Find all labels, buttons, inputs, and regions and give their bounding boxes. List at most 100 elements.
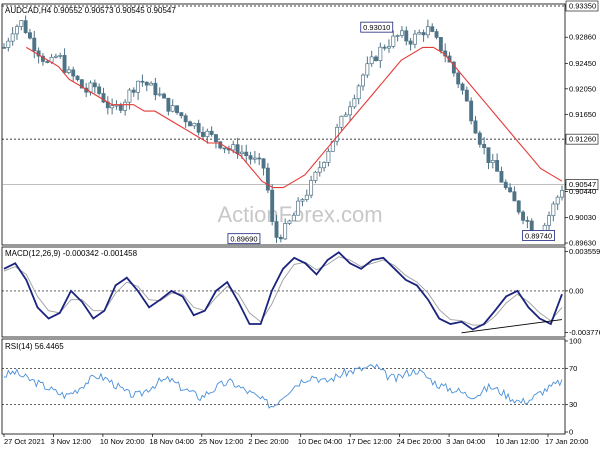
candle-body: [71, 69, 76, 77]
candle: [274, 214, 279, 243]
candle-body: [391, 35, 396, 47]
candle: [400, 26, 404, 38]
candle-body: [270, 189, 275, 222]
candle-body: [425, 26, 430, 36]
candle: [131, 87, 136, 97]
candle-body: [469, 100, 474, 122]
candle: [192, 122, 197, 129]
candle-body: [201, 131, 205, 137]
candle: [352, 94, 357, 109]
candle: [434, 28, 439, 40]
candle: [265, 163, 270, 194]
candle: [153, 77, 158, 101]
candle-body: [231, 144, 236, 151]
candle-body: [252, 157, 257, 160]
candle: [430, 23, 435, 33]
candle-body: [326, 150, 331, 163]
candle-body: [486, 147, 491, 163]
macd-line: [3, 251, 563, 331]
annotation-label: 0.93010: [363, 23, 390, 32]
candle-body: [555, 196, 560, 205]
candle: [32, 30, 37, 59]
candle: [244, 144, 249, 163]
candle: [291, 212, 296, 222]
candle: [166, 97, 171, 116]
candle: [317, 160, 322, 177]
candle-body: [214, 134, 218, 143]
candle-body: [79, 79, 84, 89]
candle-body: [560, 190, 564, 198]
candle-body: [28, 32, 32, 39]
candle-body: [265, 167, 270, 191]
candle-body: [339, 115, 344, 128]
candle-body: [257, 157, 262, 160]
annotation-box: [360, 21, 394, 33]
candle-body: [300, 199, 305, 202]
rsi-tick-label: 100: [569, 337, 582, 346]
candle: [521, 210, 526, 225]
x-tick-label: 2 Dec 20:00: [248, 437, 288, 446]
rsi-tick-label: 30: [569, 400, 577, 409]
candle: [499, 166, 504, 183]
candle: [2, 43, 6, 49]
candle: [438, 36, 443, 54]
candle-body: [296, 200, 301, 216]
rsi-tick-label: 0: [569, 428, 573, 437]
rsi-label: RSI(14) 56.4465: [5, 342, 64, 351]
x-tick-label: 10 Nov 20:00: [100, 437, 145, 446]
price-tick-label: 0.92450: [569, 59, 596, 68]
candle: [92, 79, 97, 94]
candle: [343, 111, 348, 117]
candle-body: [2, 47, 6, 49]
axis-layer: 0.93350 0.92860 0.92450 0.92050 0.91650 0.912…: [3, 0, 600, 446]
candle: [516, 200, 521, 215]
candle-body: [438, 37, 443, 52]
candle-body: [417, 32, 422, 35]
candle: [140, 74, 145, 87]
rsi-line: [3, 363, 563, 409]
candle-body: [118, 104, 123, 111]
candle-body: [166, 97, 171, 112]
candle: [560, 185, 564, 201]
annotation-label: 0.89740: [525, 231, 552, 240]
candle-body: [19, 20, 24, 27]
candle-body: [192, 123, 197, 127]
candle-body: [317, 167, 322, 173]
annotation-box: [227, 233, 261, 245]
candle-body: [32, 37, 37, 52]
candle: [205, 128, 210, 144]
candle: [326, 148, 331, 167]
candle: [525, 216, 530, 229]
candle: [555, 195, 560, 210]
candle-body: [365, 63, 370, 76]
annotation-label: 0.89690: [230, 235, 257, 244]
candle-body: [153, 82, 158, 96]
candle: [421, 29, 426, 42]
candle-body: [503, 181, 508, 189]
candle: [348, 101, 352, 122]
candle: [97, 83, 102, 96]
candle: [283, 218, 288, 241]
price-tick-box: [565, 0, 599, 12]
candle: [408, 38, 413, 51]
candle: [300, 198, 305, 207]
candle: [188, 120, 192, 127]
candle-body: [23, 20, 28, 34]
candle-body: [382, 46, 387, 49]
candle: [62, 48, 67, 75]
candle: [127, 88, 132, 110]
candle-body: [287, 220, 292, 224]
candle-body: [131, 89, 136, 93]
x-tick-label: 17 Jan 20:00: [545, 437, 588, 446]
candle-body: [400, 30, 404, 36]
macd-tick-label: -0.003776: [569, 328, 600, 337]
candle-body: [421, 32, 426, 36]
candle-body: [248, 155, 253, 160]
candle-body: [551, 203, 556, 216]
candle-body: [352, 98, 357, 108]
candle-body: [361, 74, 365, 87]
candle: [123, 99, 128, 116]
candle: [270, 184, 275, 226]
candle-body: [149, 82, 154, 86]
